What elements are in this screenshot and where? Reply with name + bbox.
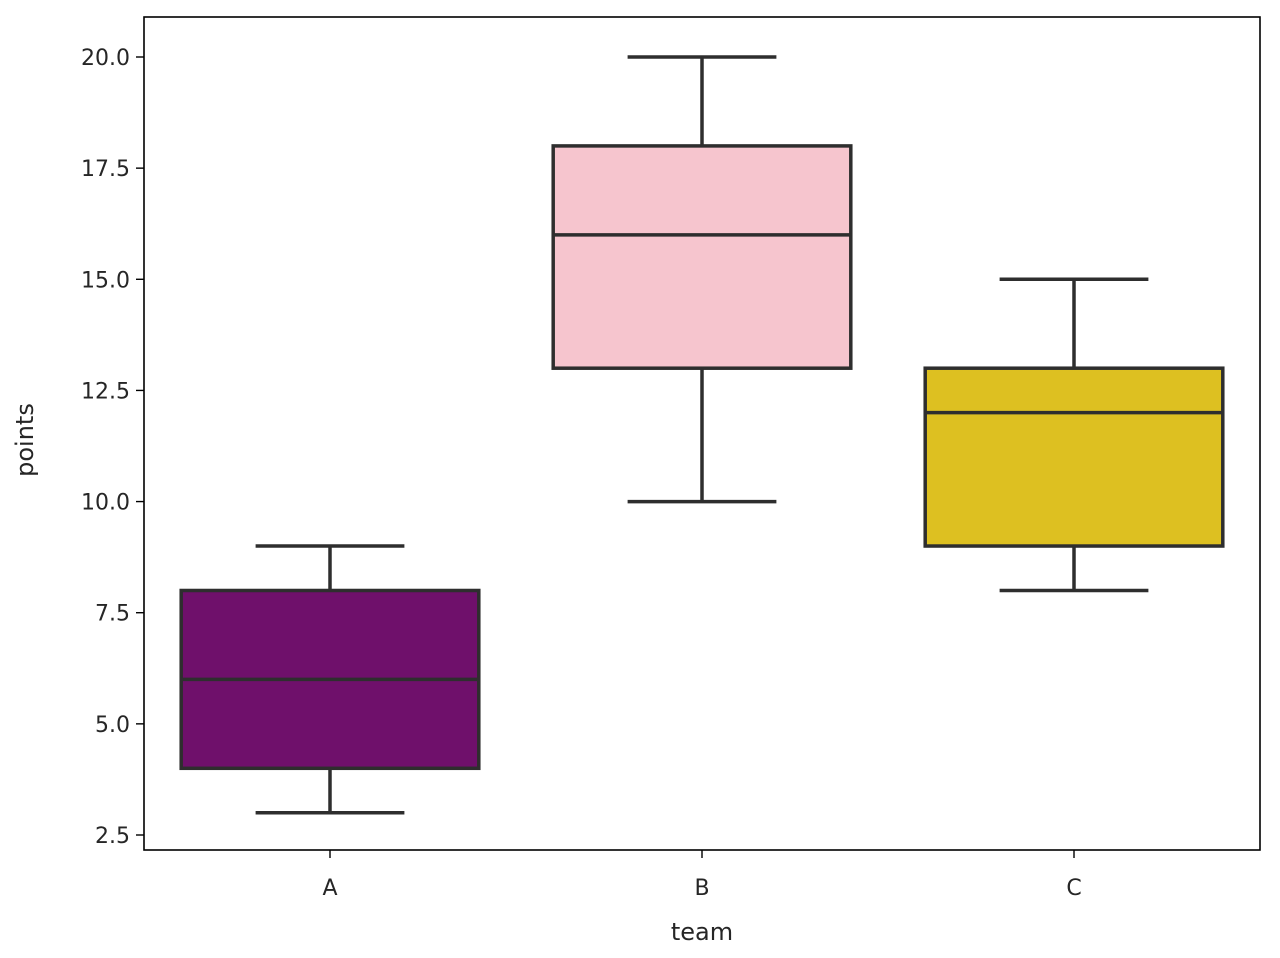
box-b [551, 55, 853, 504]
iqr-box [551, 144, 853, 370]
y-tick-label: 15.0 [81, 268, 130, 293]
y-tick-label: 2.5 [95, 824, 130, 849]
box-a [179, 544, 481, 815]
x-tick-label: A [322, 876, 337, 901]
y-tick-label: 7.5 [95, 602, 130, 627]
y-axis-label: points [11, 403, 39, 477]
x-tick-label: B [694, 876, 709, 901]
y-tick-label: 12.5 [81, 379, 130, 404]
x-axis-label: team [671, 918, 733, 946]
x-axis: A B C [322, 850, 1082, 901]
iqr-box [923, 366, 1225, 548]
y-tick-label: 10.0 [81, 491, 130, 516]
y-tick-label: 17.5 [81, 157, 130, 182]
x-tick-label: C [1066, 876, 1081, 901]
boxes-layer [179, 55, 1225, 815]
y-tick-label: 20.0 [81, 46, 130, 71]
box-c [923, 277, 1225, 593]
y-axis: 2.5 5.0 7.5 10.0 12.5 15.0 17.5 20.0 [81, 46, 144, 849]
y-tick-label: 5.0 [95, 713, 130, 738]
